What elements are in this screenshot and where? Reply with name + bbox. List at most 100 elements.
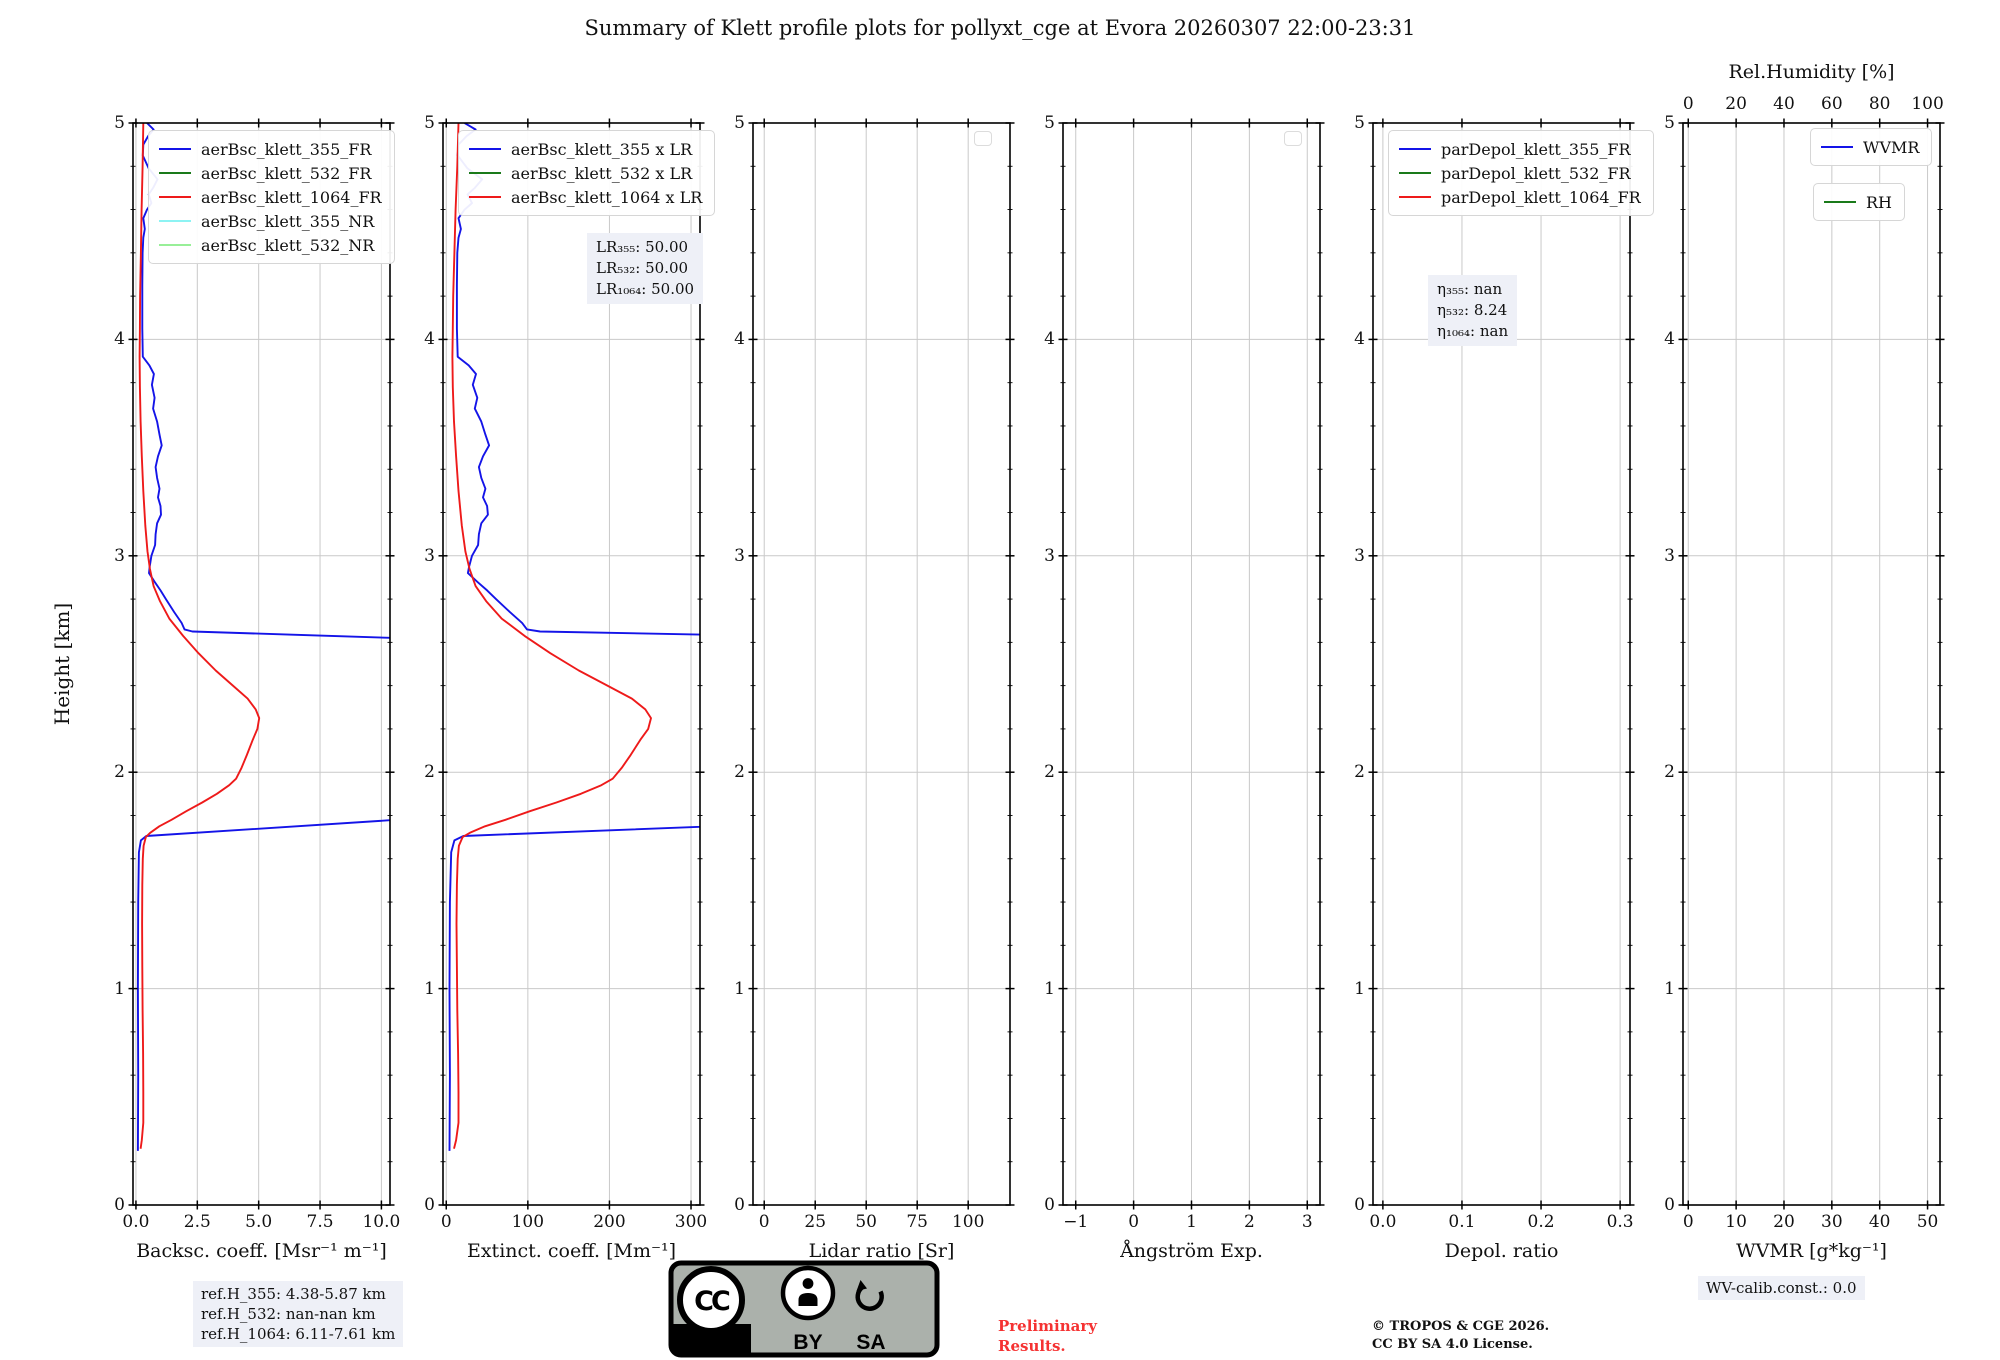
x-tick-label: 50 xyxy=(855,1212,878,1232)
top-tick-label: 0 xyxy=(1682,94,1694,114)
x-tick-label: 1 xyxy=(1186,1212,1197,1232)
legend-item: parDepol_klett_355_FR xyxy=(1399,137,1641,161)
legend-line-swatch xyxy=(469,148,501,150)
legend-label: aerBsc_klett_355_FR xyxy=(201,139,372,159)
x-tick-label: 0.0 xyxy=(1369,1212,1397,1232)
legend-item: WVMR xyxy=(1821,135,1919,159)
y-tick-label: 1 xyxy=(1354,978,1365,999)
legend-item: aerBsc_klett_355 x LR xyxy=(469,137,702,161)
top-tick-label: 60 xyxy=(1821,94,1843,114)
legend-line-swatch xyxy=(1824,201,1856,203)
legend-item: aerBsc_klett_532_NR xyxy=(159,233,382,257)
top-tick-label: 40 xyxy=(1773,94,1795,114)
plot-axes xyxy=(1678,118,1945,1210)
y-tick-label: 4 xyxy=(424,329,435,350)
x-tick-label: 5.0 xyxy=(245,1212,273,1232)
legend-line-swatch xyxy=(159,172,191,174)
annotation-line: η₅₃₂: 8.24 xyxy=(1437,301,1508,319)
x-tick-label: 0.0 xyxy=(122,1212,150,1232)
plot-axes xyxy=(128,118,395,1210)
x-axis-label: Backsc. coeff. [Msr⁻¹ m⁻¹] xyxy=(136,1240,387,1262)
annotation-line: η₁₀₆₄: nan xyxy=(1437,322,1509,340)
plot-wvmr: 0 1 2 3 4 5 0 10 20 30 40 50 WVMR [g*kg⁻¹] 0 20 40 60 80 1… xyxy=(1664,61,1945,1262)
y-tick-label: 0 xyxy=(1044,1195,1055,1215)
sa-arrow-icon xyxy=(855,1280,884,1311)
plot-depol-ratio: 0 1 2 3 4 5 0.0 0.1 0.2 0.3 Depol. ratio parDepol_k… xyxy=(1354,113,1654,1262)
x-tick-label: 0.3 xyxy=(1606,1212,1634,1232)
y-tick-label: 2 xyxy=(424,762,435,783)
y-tick-label: 4 xyxy=(114,329,125,350)
copyright-note: © TROPOS & CGE 2026. CC BY SA 4.0 Licens… xyxy=(1372,1319,1550,1352)
empty-legend-box xyxy=(1284,131,1302,146)
annotation-box: η₃₅₅: nan η₅₃₂: 8.24 η₁₀₆₄: nan xyxy=(1428,275,1518,346)
x-tick-label: 0 xyxy=(1128,1212,1140,1232)
y-tick-label: 3 xyxy=(1044,545,1055,566)
preliminary-results-note: Preliminary Results. xyxy=(998,1317,1097,1355)
annotation-line: LR₁₀₆₄: 50.00 xyxy=(596,280,695,298)
legend-label: aerBsc_klett_532 x LR xyxy=(511,163,693,183)
legend-label: parDepol_klett_1064_FR xyxy=(1441,187,1641,207)
y-tick-label: 0 xyxy=(1354,1195,1365,1215)
x-axis-label: Extinct. coeff. [Mm⁻¹] xyxy=(466,1240,677,1262)
legend-line-swatch xyxy=(1821,146,1853,148)
y-tick-label: 1 xyxy=(1044,978,1055,999)
legend-item: aerBsc_klett_355_FR xyxy=(159,137,382,161)
x-tick-label: 100 xyxy=(951,1212,985,1232)
cc-logo-icon: CC xyxy=(677,1266,745,1334)
legend-item: aerBsc_klett_355_NR xyxy=(159,209,382,233)
legend-item: aerBsc_klett_532_FR xyxy=(159,161,382,185)
top-tick-label: 20 xyxy=(1725,94,1747,114)
plot-axes xyxy=(748,118,1015,1210)
y-tick-label: 2 xyxy=(1664,762,1675,783)
series-aerBsc_klett_1064_FR xyxy=(138,123,261,1149)
top-axis-label: Rel.Humidity [%] xyxy=(1728,61,1895,83)
series-aerBsc_klett_1064 x LR xyxy=(451,123,652,1149)
legend: parDepol_klett_355_FR parDepol_klett_532_… xyxy=(1388,130,1654,216)
x-tick-label: 7.5 xyxy=(306,1212,334,1232)
x-tick-label: 10.0 xyxy=(362,1212,401,1232)
y-tick-label: 5 xyxy=(1354,113,1365,133)
y-tick-label: 5 xyxy=(734,113,745,133)
x-tick-label: 0 xyxy=(1682,1212,1694,1232)
legend-line-swatch xyxy=(469,172,501,174)
legend-line-swatch xyxy=(1399,172,1431,174)
x-tick-label: 40 xyxy=(1868,1212,1891,1232)
y-tick-label: 3 xyxy=(1354,545,1365,566)
y-tick-label: 0 xyxy=(1664,1195,1675,1215)
legend: RH xyxy=(1813,183,1905,221)
by-label: BY xyxy=(793,1331,822,1354)
legend-line-swatch xyxy=(159,196,191,198)
legend-label: aerBsc_klett_532_FR xyxy=(201,163,372,183)
ref-height-355: ref.H_355: 4.38-5.87 km xyxy=(201,1285,386,1303)
legend-line-swatch xyxy=(469,196,501,198)
annotation-line: LR₃₅₅: 50.00 xyxy=(596,238,689,256)
legend-label: aerBsc_klett_532_NR xyxy=(201,235,375,255)
x-tick-label: 3 xyxy=(1301,1212,1313,1232)
by-person-icon xyxy=(780,1265,836,1321)
x-tick-label: 10 xyxy=(1725,1212,1747,1232)
y-tick-label: 1 xyxy=(424,978,435,999)
x-tick-label: 25 xyxy=(804,1212,827,1232)
annotation-line: LR₅₃₂: 50.00 xyxy=(596,259,689,277)
top-tick-label: 80 xyxy=(1868,94,1891,114)
legend-label: WVMR xyxy=(1863,137,1920,157)
legend-item: parDepol_klett_532_FR xyxy=(1399,161,1641,185)
x-tick-label: −1 xyxy=(1063,1212,1089,1232)
legend-label: aerBsc_klett_355 x LR xyxy=(511,139,693,159)
legend: WVMR xyxy=(1810,128,1933,166)
legend-item: parDepol_klett_1064_FR xyxy=(1399,185,1641,209)
x-tick-label: 75 xyxy=(906,1212,929,1232)
legend-line-swatch xyxy=(159,220,191,222)
legend-label: parDepol_klett_532_FR xyxy=(1441,163,1631,183)
plot-extinction: 0 1 2 3 4 5 0 100 200 300 Extinct. coeff. [Mm⁻¹] ae… xyxy=(424,113,716,1262)
svg-text:CC: CC xyxy=(694,1286,730,1317)
legend-line-swatch xyxy=(1399,148,1431,150)
wv-calib-const: WV-calib.const.: 0.0 xyxy=(1698,1276,1865,1300)
legend-line-swatch xyxy=(1399,196,1431,198)
sa-label: SA xyxy=(856,1331,885,1354)
y-tick-label: 1 xyxy=(114,978,125,999)
legend-label: aerBsc_klett_1064 x LR xyxy=(511,187,703,207)
ref-height-1064: ref.H_1064: 6.11-7.61 km xyxy=(201,1325,396,1343)
x-tick-label: 0 xyxy=(758,1212,770,1232)
